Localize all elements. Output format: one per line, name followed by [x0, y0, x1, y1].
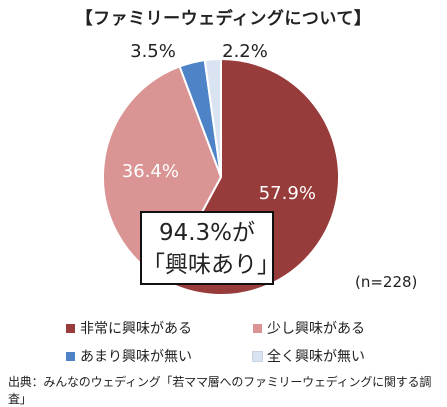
slice-label-1: 36.4% [122, 161, 179, 182]
annotation-line-1: 94.3%が [158, 220, 256, 246]
pie-slice-3 [203, 57, 222, 178]
legend-label-2: あまり興味が無い [80, 349, 192, 365]
annotation-line-2: 「興味あり」 [142, 252, 280, 278]
legend-label-1: 少し興味がある [267, 321, 365, 337]
slice-label-0: 57.9% [259, 183, 316, 204]
legend-swatch-2 [66, 351, 75, 361]
legend-item-2: あまり興味が無い [66, 346, 192, 366]
legend-swatch-1 [253, 323, 262, 333]
legend-item-0: 非常に興味がある [66, 318, 192, 338]
legend-item-3: 全く興味が無い [252, 346, 365, 366]
annotation-callout: 94.3%が 「興味あり」 [140, 211, 280, 285]
legend-label-3: 全く興味が無い [267, 349, 365, 365]
sample-size-note: (n=228) [355, 273, 418, 291]
legend-swatch-3 [252, 350, 263, 362]
slice-label-3: 2.2% [222, 41, 268, 62]
legend-swatch-0 [66, 323, 75, 333]
slice-label-2: 3.5% [130, 41, 176, 62]
chart-title: 【ファミリーウェディングについて】 [75, 9, 372, 29]
legend-item-1: 少し興味がある [253, 318, 365, 338]
legend-label-0: 非常に興味がある [80, 321, 192, 337]
source-citation: 出典：みんなのウェディング「若ママ層へのファミリーウェディングに関する調査」 [8, 375, 432, 406]
